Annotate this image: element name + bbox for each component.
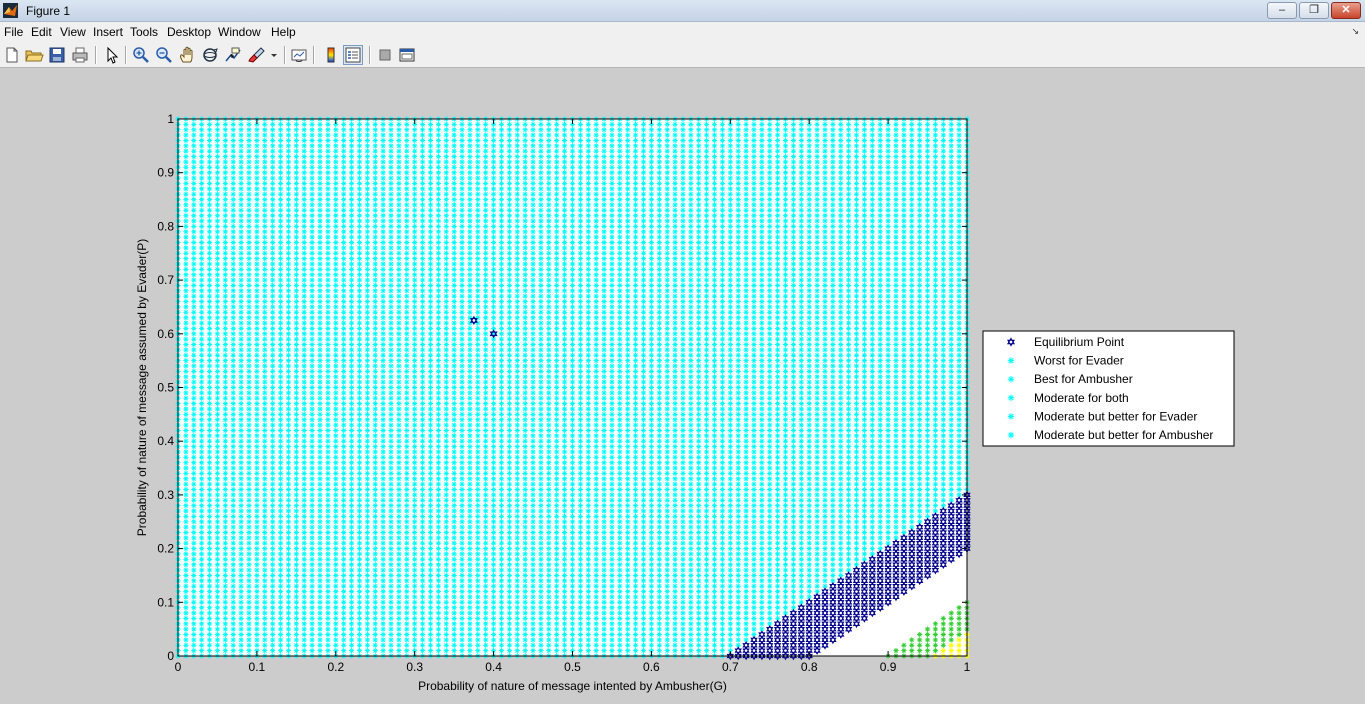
restore-button[interactable]: ❐ <box>1299 2 1329 19</box>
print-icon[interactable] <box>70 45 90 65</box>
x-tick-label: 1 <box>964 660 971 674</box>
menu-tools[interactable]: Tools <box>130 25 159 39</box>
legend-marker <box>1007 357 1015 364</box>
y-tick-label: 0.4 <box>157 434 174 448</box>
equilibrium-point-marker <box>489 329 498 339</box>
equilibrium-point-marker <box>469 315 478 325</box>
x-tick-label: 0 <box>175 660 182 674</box>
legend-label: Equilibrium Point <box>1034 335 1125 349</box>
legend-entry: Moderate but better for Ambusher <box>1007 428 1213 442</box>
open-file-icon[interactable] <box>24 45 44 65</box>
menu-desktop[interactable]: Desktop <box>167 25 212 39</box>
legend-label: Worst for Evader <box>1034 354 1124 368</box>
legend-label: Best for Ambusher <box>1034 372 1133 386</box>
legend-marker <box>1007 431 1015 439</box>
legend-label: Moderate for both <box>1034 391 1129 405</box>
legend-label: Moderate but better for Evader <box>1034 409 1197 423</box>
x-tick-label: 0.4 <box>485 660 502 674</box>
y-tick-label: 0.5 <box>157 381 174 395</box>
y-tick-label: 0.7 <box>157 273 174 287</box>
link-plot-icon[interactable] <box>289 45 309 65</box>
legend-label: Moderate but better for Ambusher <box>1034 428 1213 442</box>
menu-view[interactable]: View <box>60 25 86 39</box>
x-tick-label: 0.7 <box>722 660 739 674</box>
matlab-logo-icon <box>3 3 18 18</box>
legend-marker <box>1007 394 1015 401</box>
rotate-3d-icon[interactable] <box>200 45 220 65</box>
y-tick-label: 1 <box>167 112 174 126</box>
y-tick-label: 0.3 <box>157 488 174 502</box>
pointer-icon[interactable] <box>101 45 121 65</box>
legend-marker <box>1007 376 1015 383</box>
menu-edit[interactable]: Edit <box>31 25 52 39</box>
navy-hexagram-region-marks <box>726 490 971 661</box>
x-tick-label: 0.2 <box>327 660 344 674</box>
colorbar-icon[interactable] <box>321 45 341 65</box>
y-tick-label: 0.9 <box>157 166 174 180</box>
x-tick-label: 0.8 <box>801 660 818 674</box>
y-tick-label: 0 <box>167 649 174 663</box>
hide-plot-tools-icon[interactable] <box>375 45 395 65</box>
window-title: Figure 1 <box>26 4 71 18</box>
x-tick-label: 0.9 <box>880 660 897 674</box>
x-tick-label: 0.5 <box>564 660 581 674</box>
legend[interactable]: Equilibrium Point Worst for Evader Best fo… <box>982 330 1235 447</box>
x-axis-ticks: 0 0.1 0.2 0.3 0.4 0.5 0.6 0.7 0.8 0.9 1 <box>175 119 971 674</box>
legend-box <box>982 330 1235 447</box>
x-tick-label: 0.6 <box>643 660 660 674</box>
legend-marker <box>1007 337 1015 347</box>
legend-icon[interactable] <box>343 45 363 65</box>
brush-menu-chevron-down-icon[interactable] <box>268 45 280 65</box>
menu-help[interactable]: Help <box>271 25 296 39</box>
legend-marker <box>1007 413 1015 420</box>
menu-dock-arrow-icon[interactable]: ↘ <box>1351 26 1359 36</box>
x-tick-label: 0.1 <box>249 660 266 674</box>
x-axis-label: Probability of nature of message intente… <box>418 679 727 693</box>
legend-entry: Best for Ambusher <box>1007 372 1133 386</box>
menu-window[interactable]: Window <box>218 25 261 39</box>
data-cursor-icon[interactable] <box>223 45 243 65</box>
y-tick-label: 0.8 <box>157 219 174 233</box>
new-figure-icon[interactable] <box>2 45 22 65</box>
brush-icon[interactable] <box>247 45 267 65</box>
menu-file[interactable]: File <box>4 25 24 39</box>
show-plot-tools-icon[interactable] <box>397 45 417 65</box>
zoom-out-icon[interactable] <box>154 45 174 65</box>
y-tick-label: 0.6 <box>157 327 174 341</box>
minimize-button[interactable]: – <box>1267 2 1297 19</box>
y-tick-label: 0.1 <box>157 595 174 609</box>
y-tick-label: 0.2 <box>157 542 174 556</box>
legend-entry: Moderate but better for Evader <box>1007 409 1197 423</box>
title-bar: Figure 1 – ❐ ✕ <box>0 0 1365 22</box>
menu-insert[interactable]: Insert <box>93 25 124 39</box>
y-axis-ticks: 0 0.1 0.2 0.3 0.4 0.5 0.6 0.7 0.8 0.9 1 <box>157 112 967 663</box>
save-icon[interactable] <box>47 45 67 65</box>
pan-icon[interactable] <box>177 45 197 65</box>
toolbar <box>0 42 1365 68</box>
zoom-in-icon[interactable] <box>131 45 151 65</box>
legend-entry: Equilibrium Point <box>1007 335 1125 349</box>
legend-entry: Worst for Evader <box>1007 354 1124 368</box>
y-axis-label: Probability of nature of message assumed… <box>135 239 149 536</box>
close-button[interactable]: ✕ <box>1331 2 1361 19</box>
legend-entry: Moderate for both <box>1007 391 1129 405</box>
menu-bar: File Edit View Insert Tools Desktop Wind… <box>0 22 1365 42</box>
x-tick-label: 0.3 <box>406 660 423 674</box>
